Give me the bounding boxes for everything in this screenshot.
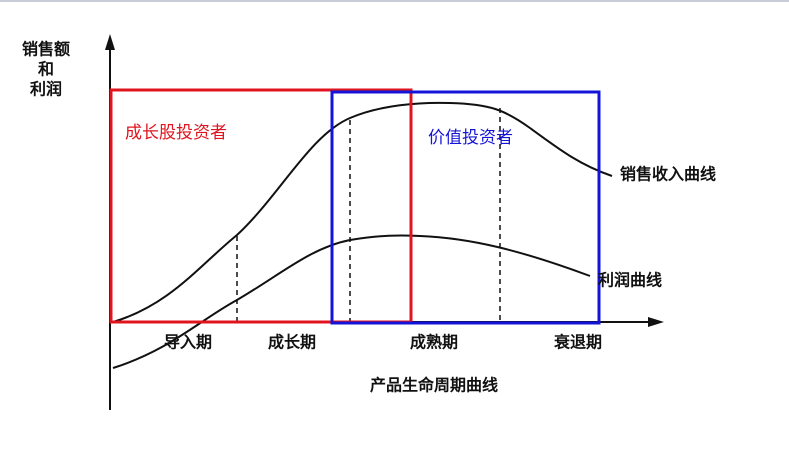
- box-label: 价值投资者: [428, 128, 513, 148]
- curve-label: 利润曲线: [598, 271, 662, 290]
- stage-label: 成熟期: [410, 333, 458, 352]
- y-axis-arrow: [105, 34, 115, 50]
- y-label: 和: [38, 60, 54, 79]
- y-label: 销售额: [22, 40, 70, 59]
- stage-label: 成长期: [268, 333, 316, 352]
- y-label: 利润: [30, 80, 62, 99]
- x-title: 产品生命周期曲线: [370, 376, 498, 395]
- value-box: [330, 90, 601, 325]
- curve-label: 销售收入曲线: [620, 165, 716, 184]
- sales-curve: [112, 101, 613, 323]
- stage-label: 导入期: [164, 333, 212, 352]
- stage-label: 衰退期: [553, 333, 602, 352]
- box-label: 成长股投资者: [125, 123, 227, 143]
- growth-box: [109, 88, 413, 324]
- x-axis-arrow: [648, 317, 664, 327]
